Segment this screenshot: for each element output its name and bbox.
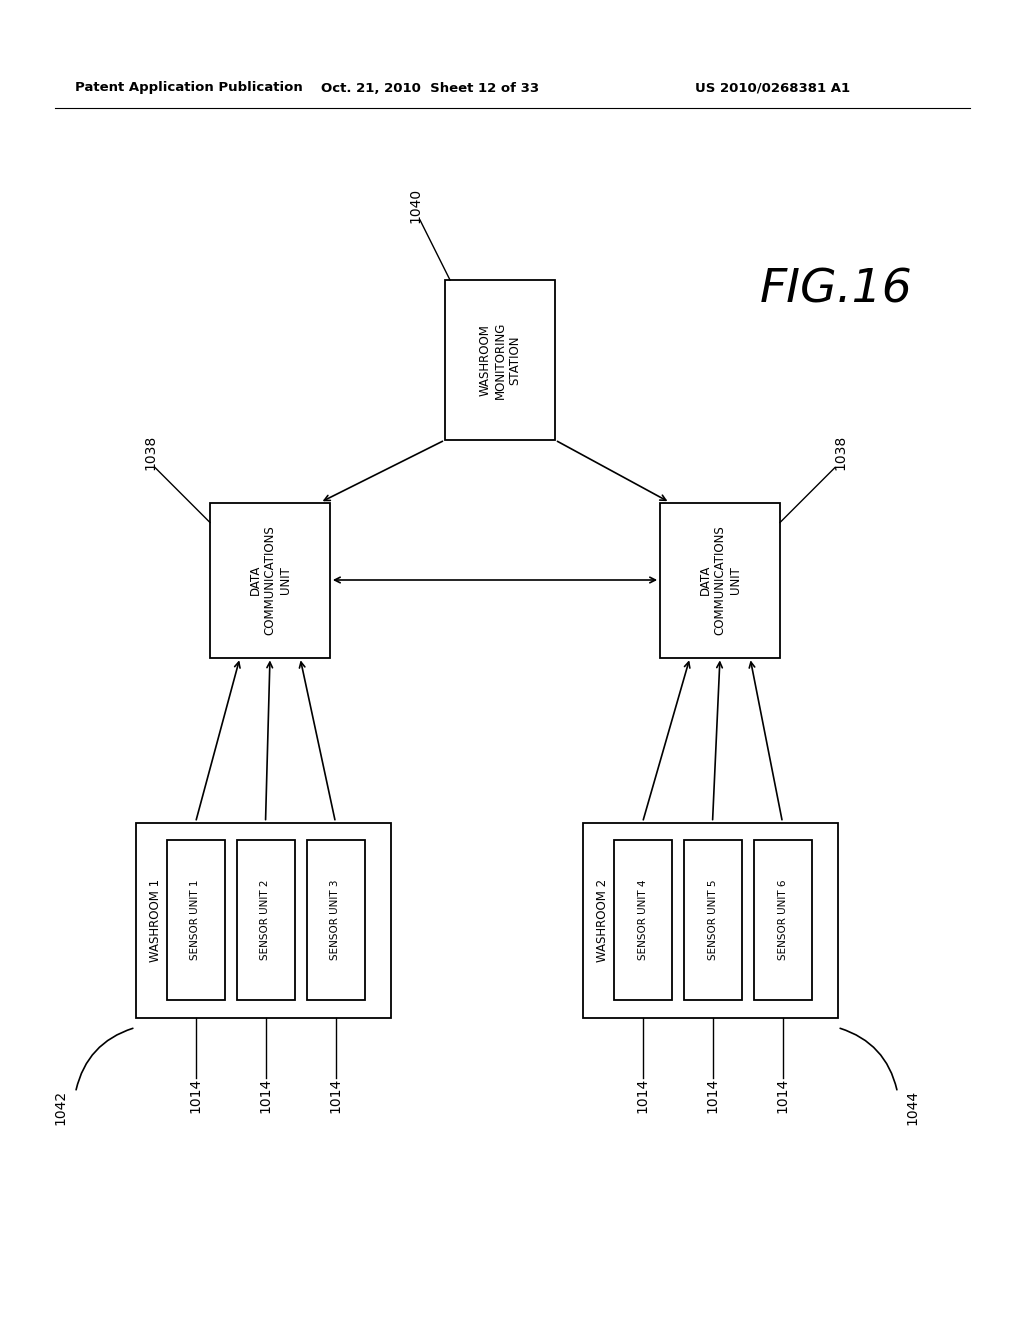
Text: DATA
COMMUNICATIONS
UNIT: DATA COMMUNICATIONS UNIT — [249, 525, 292, 635]
Text: Patent Application Publication: Patent Application Publication — [75, 82, 303, 95]
Text: WASHROOM
MONITORING
STATION: WASHROOM MONITORING STATION — [478, 321, 521, 399]
Text: 1038: 1038 — [143, 434, 157, 470]
Bar — [660, 503, 780, 657]
Text: FIG.16: FIG.16 — [760, 268, 912, 313]
Bar — [306, 840, 365, 1001]
Text: 1014: 1014 — [775, 1078, 790, 1113]
Text: 1040: 1040 — [408, 187, 422, 223]
Text: DATA
COMMUNICATIONS
UNIT: DATA COMMUNICATIONS UNIT — [698, 525, 741, 635]
Bar — [583, 822, 838, 1018]
Text: Oct. 21, 2010  Sheet 12 of 33: Oct. 21, 2010 Sheet 12 of 33 — [321, 82, 539, 95]
Text: SENSOR UNIT 3: SENSOR UNIT 3 — [331, 879, 341, 960]
Text: 1038: 1038 — [833, 434, 847, 470]
Bar — [683, 840, 741, 1001]
Bar — [135, 822, 390, 1018]
Text: 1042: 1042 — [53, 1090, 68, 1125]
Bar — [445, 280, 555, 440]
Bar — [754, 840, 811, 1001]
Text: SENSOR UNIT 4: SENSOR UNIT 4 — [638, 879, 647, 960]
Text: SENSOR UNIT 1: SENSOR UNIT 1 — [190, 879, 201, 960]
Bar — [613, 840, 672, 1001]
Text: WASHROOM 1: WASHROOM 1 — [150, 878, 162, 961]
Text: SENSOR UNIT 6: SENSOR UNIT 6 — [777, 879, 787, 960]
Text: WASHROOM 2: WASHROOM 2 — [596, 878, 609, 961]
Bar — [210, 503, 330, 657]
Text: SENSOR UNIT 2: SENSOR UNIT 2 — [260, 879, 270, 960]
Bar — [237, 840, 295, 1001]
Text: 1044: 1044 — [905, 1090, 920, 1125]
Text: US 2010/0268381 A1: US 2010/0268381 A1 — [695, 82, 850, 95]
Text: 1014: 1014 — [258, 1078, 272, 1113]
Text: 1014: 1014 — [636, 1078, 649, 1113]
Text: 1014: 1014 — [329, 1078, 342, 1113]
Text: 1014: 1014 — [188, 1078, 203, 1113]
Text: SENSOR UNIT 5: SENSOR UNIT 5 — [708, 879, 718, 960]
Bar — [167, 840, 224, 1001]
Text: 1014: 1014 — [706, 1078, 720, 1113]
